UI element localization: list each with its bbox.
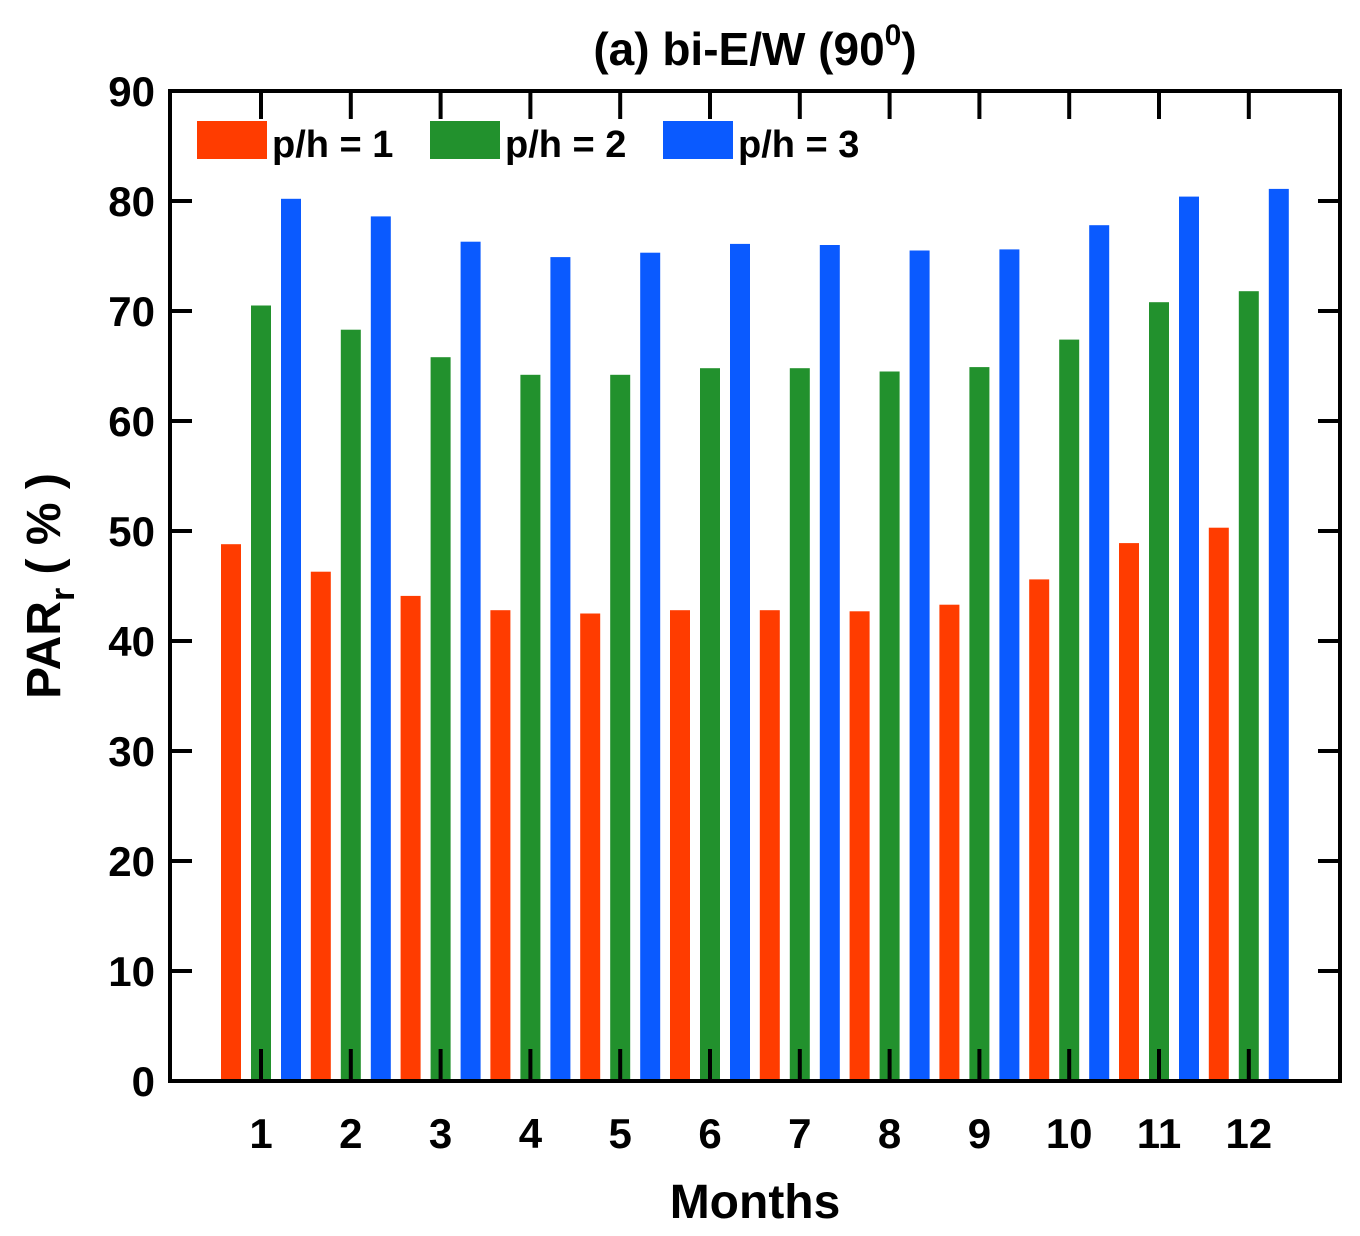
legend-swatch-series2	[430, 121, 500, 159]
x-tick-label: 7	[788, 1110, 811, 1157]
bar-series1-month-10	[1029, 579, 1050, 1081]
x-tick-label: 11	[1137, 1110, 1181, 1157]
y-axis-label-unit: ( % )	[18, 473, 71, 588]
bar-series1-month-11	[1119, 543, 1139, 1081]
bars-layer	[221, 188, 1289, 1082]
bar-series1-month-3	[400, 595, 421, 1081]
bar-series3-month-3	[460, 241, 481, 1081]
y-axis-label-subscript: r	[44, 588, 82, 601]
legend-swatch-series3	[663, 121, 733, 159]
legend-label-series2: p/h = 2	[505, 124, 626, 166]
ticks-layer	[170, 91, 1340, 1081]
bar-series3-month-2	[370, 216, 391, 1081]
bar-series2-month-1	[251, 305, 271, 1081]
x-tick-label: 8	[878, 1110, 901, 1157]
bar-series2-month-9	[969, 367, 990, 1082]
x-tick-label: 9	[968, 1110, 991, 1157]
y-tick-label: 20	[108, 838, 155, 885]
bar-series2-month-5	[610, 374, 631, 1081]
bar-series1-month-9	[939, 604, 960, 1081]
legend-label-series1: p/h = 1	[272, 124, 393, 166]
x-tick-label: 10	[1046, 1110, 1093, 1157]
legend-label-series3: p/h = 3	[738, 124, 859, 166]
bar-series3-month-8	[909, 250, 930, 1081]
y-tick-label: 70	[108, 288, 155, 335]
x-tick-label: 6	[698, 1110, 721, 1157]
bar-series3-month-11	[1179, 196, 1199, 1082]
x-axis-label: Months	[670, 1176, 841, 1229]
bar-series3-month-10	[1089, 225, 1110, 1081]
y-tick-labels: 0 10 20 30 40 50 60 70 80 90	[108, 68, 155, 1105]
y-axis-label-main: PAR	[18, 601, 71, 699]
chart-title-superscript: 0	[884, 18, 902, 52]
x-tick-label: 1	[249, 1110, 272, 1157]
legend: p/h = 1 p/h = 2 p/h = 3	[197, 121, 859, 166]
bar-series1-month-6	[670, 610, 690, 1081]
legend-swatch-series1	[197, 121, 267, 159]
bar-series2-month-7	[789, 368, 810, 1081]
bar-series3-month-1	[281, 198, 301, 1082]
y-tick-label: 60	[108, 398, 155, 445]
bar-series3-month-7	[819, 245, 840, 1081]
x-tick-label: 4	[519, 1110, 543, 1157]
bar-series2-month-3	[430, 357, 451, 1081]
y-tick-label: 50	[108, 508, 155, 555]
y-axis-label: PARr ( % )	[18, 473, 82, 699]
bar-series3-month-5	[640, 252, 661, 1081]
x-tick-label: 5	[609, 1110, 632, 1157]
bar-series2-month-4	[520, 374, 541, 1081]
bar-series3-month-12	[1268, 188, 1289, 1081]
y-tick-label: 80	[108, 178, 155, 225]
bar-series2-month-12	[1238, 291, 1259, 1081]
x-tick-label: 2	[339, 1110, 362, 1157]
plot-frame	[168, 89, 1342, 1083]
y-tick-label: 0	[132, 1058, 155, 1105]
bar-series1-month-5	[580, 613, 601, 1081]
bar-series3-month-6	[730, 243, 750, 1081]
y-tick-label: 30	[108, 728, 155, 775]
y-tick-label: 40	[108, 618, 155, 665]
bar-series1-month-4	[490, 610, 511, 1081]
bar-series2-month-8	[879, 371, 900, 1081]
bar-series3-month-9	[999, 249, 1020, 1081]
bar-series1-month-7	[759, 610, 780, 1081]
y-tick-label: 90	[108, 68, 155, 115]
chart-title: (a) bi-E/W (900)	[593, 18, 917, 75]
bar-series2-month-6	[700, 368, 720, 1081]
bar-series2-month-10	[1059, 339, 1080, 1082]
x-tick-label: 12	[1225, 1110, 1272, 1157]
bar-series1-month-2	[310, 571, 331, 1081]
bar-series1-month-8	[849, 611, 870, 1081]
bar-series1-month-12	[1208, 527, 1229, 1081]
y-tick-label: 10	[108, 948, 155, 995]
bar-series2-month-2	[340, 329, 361, 1081]
bar-series2-month-11	[1149, 302, 1169, 1081]
x-tick-label: 3	[429, 1110, 452, 1157]
x-tick-labels: 1 2 3 4 5 6 7 8 9 10 11 12	[249, 1110, 1272, 1157]
bar-series3-month-4	[550, 257, 571, 1082]
bar-series1-month-1	[221, 544, 241, 1081]
